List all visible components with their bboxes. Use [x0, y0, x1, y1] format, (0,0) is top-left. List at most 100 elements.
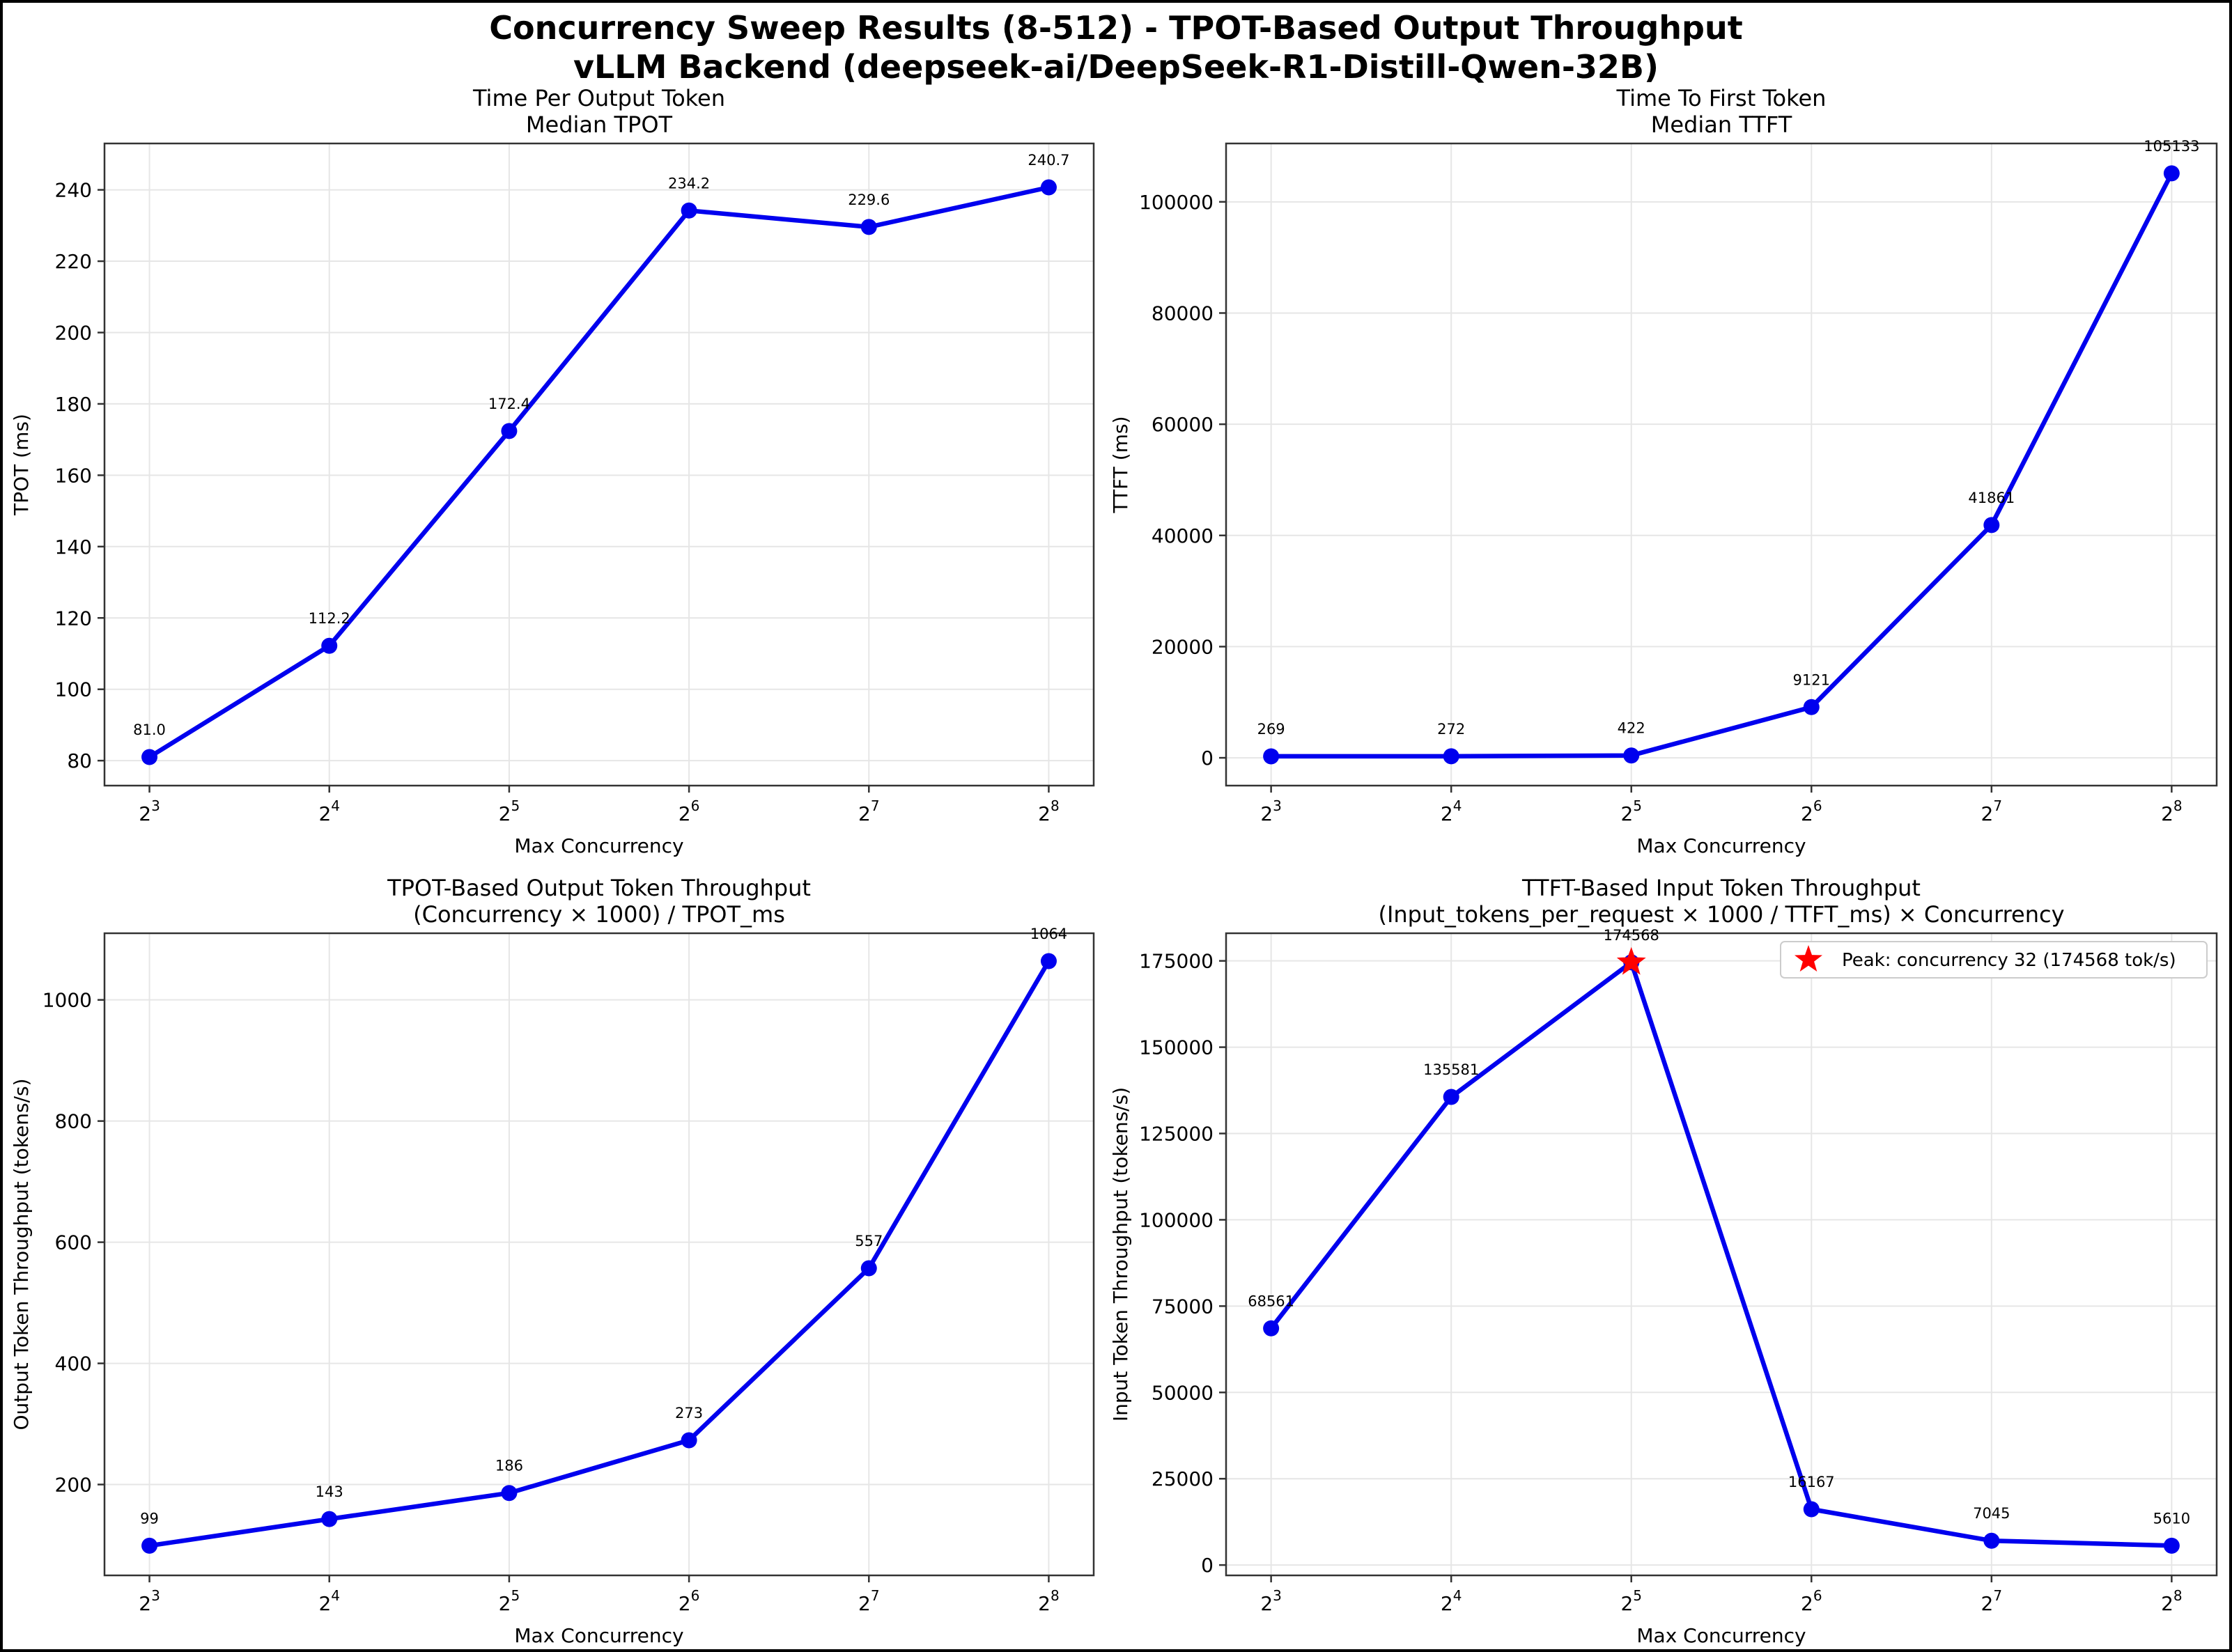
x-tick-label: 27 [858, 797, 880, 825]
data-point [1263, 748, 1280, 765]
data-label: 234.2 [668, 175, 710, 192]
chart-subtitle: Median TTFT [1651, 111, 1792, 138]
x-axis-label: Max Concurrency [514, 1624, 683, 1647]
data-point [1040, 179, 1057, 196]
data-label: 240.7 [1028, 152, 1069, 169]
data-label: 41861 [1968, 490, 2015, 506]
data-label: 557 [855, 1233, 883, 1249]
data-point [1803, 1501, 1820, 1518]
data-label: 186 [495, 1458, 523, 1474]
x-tick-label: 24 [1441, 797, 1462, 825]
data-label: 272 [1437, 721, 1465, 738]
x-tick-label: 23 [139, 797, 160, 825]
figure-title: Concurrency Sweep Results (8-512) - TPOT… [0, 8, 2232, 86]
data-label: 7045 [1973, 1505, 2010, 1522]
data-point [1623, 747, 1640, 764]
chart-title: Time To First Token [1616, 85, 1827, 111]
y-tick-label: 160 [55, 464, 92, 487]
data-point [501, 423, 518, 439]
legend [1780, 941, 2208, 979]
y-tick-label: 220 [55, 250, 92, 273]
plot-area [1225, 142, 2218, 787]
x-tick-label: 25 [1620, 1587, 1642, 1615]
data-point [1983, 517, 2000, 533]
y-axis-label: TPOT (ms) [10, 414, 33, 516]
data-point [2163, 165, 2180, 182]
data-point [501, 1485, 518, 1502]
data-label: 172.4 [488, 396, 530, 412]
y-tick-label: 140 [55, 536, 92, 559]
data-label: 135581 [1423, 1061, 1479, 1078]
chart-title: TTFT-Based Input Token Throughput [1521, 875, 1921, 901]
y-tick-label: 40000 [1152, 524, 1214, 547]
data-label: 81.0 [133, 722, 166, 738]
series-line [149, 960, 1051, 1548]
chart-panel-3: TPOT-Based Output Token Throughput(Concu… [10, 875, 1095, 1647]
data-label: 273 [675, 1405, 703, 1421]
y-tick-label: 400 [55, 1353, 92, 1376]
y-tick-label: 80 [67, 749, 92, 772]
chart-subtitle: (Input_tokens_per_request × 1000 / TTFT_… [1378, 901, 2064, 928]
y-tick-label: 50000 [1152, 1381, 1214, 1404]
y-tick-label: 125000 [1139, 1123, 1214, 1146]
x-tick-label: 25 [499, 1587, 520, 1615]
peak-marker [1616, 946, 1646, 975]
data-label: 269 [1257, 721, 1285, 738]
data-point [860, 1260, 877, 1277]
y-tick-label: 200 [55, 1474, 92, 1497]
y-tick-label: 0 [1201, 1554, 1214, 1577]
x-tick-label: 28 [1038, 1587, 1060, 1615]
data-label: 229.6 [848, 192, 890, 208]
data-point [2163, 1537, 2180, 1554]
y-tick-label: 0 [1201, 747, 1214, 770]
figure-title-line-2: vLLM Backend (deepseek-ai/DeepSeek-R1-Di… [573, 48, 1659, 86]
x-axis-label: Max Concurrency [1636, 1624, 1806, 1647]
x-tick-label: 23 [139, 1587, 160, 1615]
y-tick-label: 20000 [1152, 635, 1214, 658]
x-tick-label: 26 [1801, 1587, 1822, 1615]
y-tick-label: 100000 [1139, 1208, 1214, 1231]
x-tick-label: 27 [1981, 1587, 2003, 1615]
y-tick-label: 80000 [1152, 302, 1214, 325]
figure-title-line-1: Concurrency Sweep Results (8-512) - TPOT… [489, 9, 1743, 47]
data-point [321, 637, 338, 654]
data-point [1443, 748, 1459, 765]
data-point [1263, 1320, 1280, 1337]
data-point [141, 1537, 158, 1554]
chart-panel-4: TTFT-Based Input Token Throughput(Input_… [1109, 875, 2218, 1647]
series-line [148, 185, 1050, 759]
y-tick-label: 1000 [42, 989, 92, 1012]
x-tick-label: 26 [679, 1587, 700, 1615]
y-tick-label: 75000 [1152, 1295, 1214, 1318]
data-label: 143 [316, 1483, 343, 1500]
data-label: 1064 [1030, 926, 1067, 942]
y-axis-label: TTFT (ms) [1109, 416, 1132, 513]
data-label: 422 [1618, 720, 1645, 737]
x-axis-label: Max Concurrency [1636, 834, 1806, 857]
y-tick-label: 25000 [1152, 1467, 1214, 1490]
data-label: 5610 [2153, 1510, 2190, 1527]
x-tick-label: 24 [318, 797, 340, 825]
y-tick-label: 800 [55, 1110, 92, 1133]
x-tick-label: 26 [1801, 797, 1822, 825]
y-tick-label: 600 [55, 1231, 92, 1254]
data-point [1983, 1532, 2000, 1549]
data-point [1803, 699, 1820, 715]
data-label: 16167 [1788, 1474, 1835, 1490]
y-tick-label: 120 [55, 607, 92, 630]
x-tick-label: 24 [1441, 1587, 1462, 1615]
y-tick-label: 60000 [1152, 413, 1214, 436]
plot-area [1225, 932, 2218, 1577]
x-tick-label: 23 [1260, 1587, 1282, 1615]
x-tick-label: 28 [2161, 1587, 2183, 1615]
y-axis-label: Input Token Throughput (tokens/s) [1109, 1087, 1132, 1421]
data-label: 112.2 [309, 610, 350, 627]
y-tick-label: 200 [55, 321, 92, 344]
data-point [681, 202, 697, 219]
data-label: 9121 [1793, 671, 1830, 688]
plot-area [103, 932, 1095, 1577]
y-tick-label: 100000 [1139, 191, 1214, 214]
